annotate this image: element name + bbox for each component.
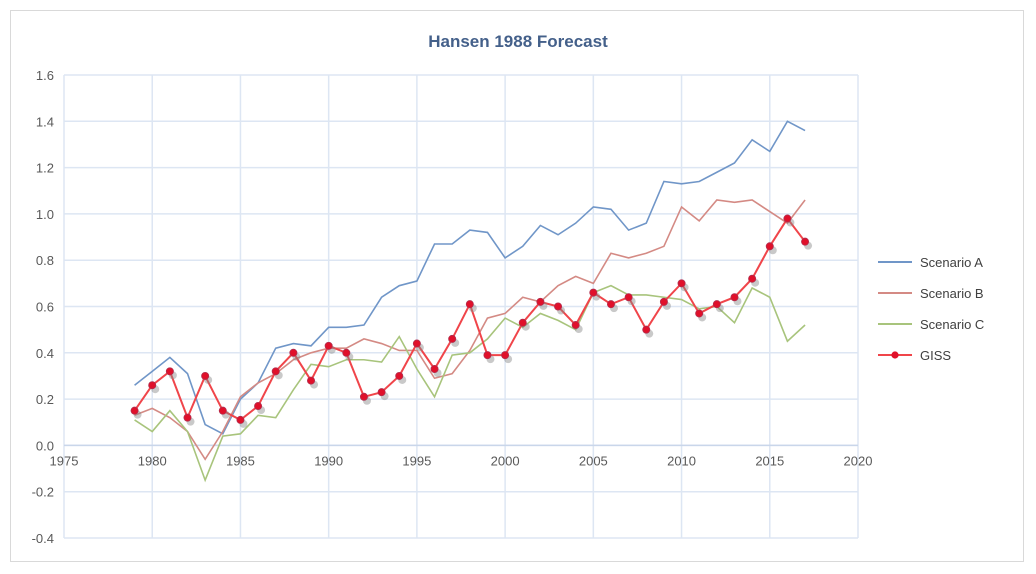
- legend-label: Scenario C: [920, 317, 984, 332]
- chart-title: Hansen 1988 Forecast: [428, 32, 608, 51]
- x-tick-label: 2015: [755, 453, 784, 468]
- x-tick-label: 2000: [491, 453, 520, 468]
- x-tick-label: 2010: [667, 453, 696, 468]
- y-tick-label: -0.2: [32, 485, 54, 500]
- data-point: [324, 341, 333, 350]
- data-point: [201, 371, 210, 380]
- data-point: [377, 388, 386, 397]
- series-line-scenario-c: [134, 284, 806, 483]
- x-tick-label: 1975: [50, 453, 79, 468]
- x-tick-label: 1980: [138, 453, 167, 468]
- chart-frame: [10, 10, 1024, 562]
- legend-label: Scenario A: [920, 255, 983, 270]
- data-point: [783, 214, 792, 223]
- y-tick-label: 1.0: [36, 207, 54, 222]
- data-point: [395, 371, 404, 380]
- data-point: [695, 309, 704, 318]
- x-tick-label: 2005: [579, 453, 608, 468]
- legend-label: Scenario B: [920, 286, 984, 301]
- data-point: [606, 300, 615, 309]
- data-point: [254, 402, 263, 411]
- data-point: [271, 367, 280, 376]
- x-tick-label: 1990: [314, 453, 343, 468]
- x-tick-label: 2020: [844, 453, 873, 468]
- data-point: [465, 300, 474, 309]
- data-point: [448, 334, 457, 343]
- x-tick-label: 1985: [226, 453, 255, 468]
- x-tick-label: 1995: [402, 453, 431, 468]
- data-point: [430, 365, 439, 374]
- data-point: [730, 293, 739, 302]
- data-point: [765, 242, 774, 251]
- data-point: [554, 302, 563, 311]
- data-point: [659, 297, 668, 306]
- data-point: [183, 413, 192, 422]
- data-point: [748, 274, 757, 283]
- data-point: [501, 351, 510, 360]
- data-point: [412, 339, 421, 348]
- data-point: [218, 406, 227, 415]
- y-tick-label: 0.6: [36, 300, 54, 315]
- data-point: [236, 415, 245, 424]
- y-tick-label: 1.4: [36, 114, 54, 129]
- data-point: [165, 367, 174, 376]
- data-point: [359, 392, 368, 401]
- data-point: [677, 279, 686, 288]
- data-point: [536, 297, 545, 306]
- y-tick-label: -0.4: [32, 531, 54, 546]
- data-point: [483, 351, 492, 360]
- data-point: [148, 381, 157, 390]
- series-line-scenario-b: [134, 199, 806, 461]
- series-line-scenario-a: [134, 120, 806, 435]
- data-point: [130, 406, 139, 415]
- y-tick-label: 1.6: [36, 68, 54, 83]
- data-point: [624, 293, 633, 302]
- data-point: [342, 348, 351, 357]
- y-tick-label: 1.2: [36, 161, 54, 176]
- y-tick-label: 0.8: [36, 253, 54, 268]
- data-point: [642, 325, 651, 334]
- data-point: [289, 348, 298, 357]
- y-tick-label: 0.4: [36, 346, 54, 361]
- data-point: [712, 300, 721, 309]
- y-tick-label: 0.2: [36, 392, 54, 407]
- data-point: [571, 321, 580, 330]
- y-tick-label: 0.0: [36, 438, 54, 453]
- data-point: [589, 288, 598, 297]
- data-point: [307, 376, 316, 385]
- legend-marker: [891, 351, 899, 359]
- legend-label: GISS: [920, 348, 951, 363]
- data-point: [518, 318, 527, 327]
- data-point: [801, 237, 810, 246]
